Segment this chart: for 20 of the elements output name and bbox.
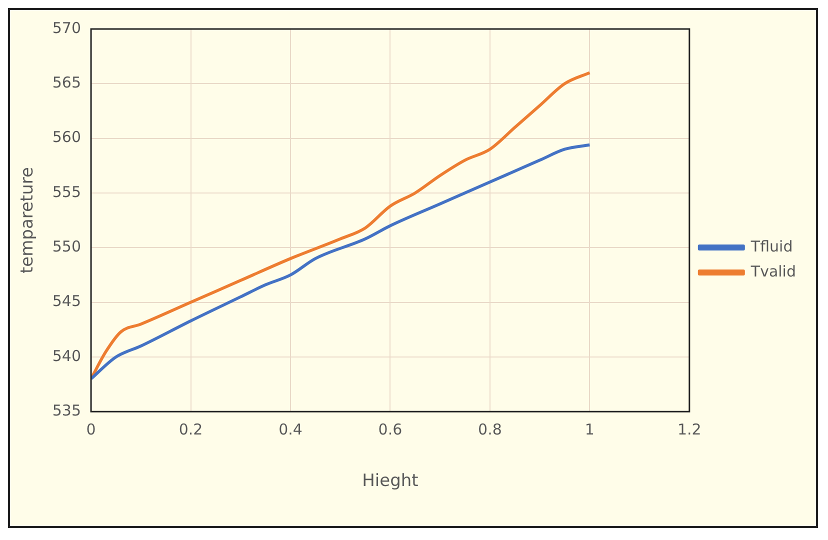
x-tick-label: 0.4 [278,420,302,438]
y-tick-label: 545 [52,292,82,310]
legend-label: Tfluid [750,237,793,256]
line-series [91,143,592,380]
x-tick-label: 1 [584,420,594,438]
y-tick-label: 570 [52,18,82,37]
y-tick-label: 540 [52,346,82,365]
y-tick-label: 555 [52,182,82,201]
y-tick-label: 535 [52,401,82,420]
x-tick-label: 0 [86,420,96,438]
x-tick-label: 0.8 [478,420,502,438]
y-tick-label: 565 [52,74,82,92]
x-axis-title: Hieght [362,471,419,492]
y-tick-label: 560 [52,128,82,146]
x-tick-label: 0.6 [378,420,402,438]
x-tick-label: 0.2 [178,420,203,438]
y-axis-title: tempareture [18,167,38,274]
y-tick-label: 550 [52,238,82,256]
legend-label: Tvalid [750,262,796,280]
x-tick-label: 1.2 [677,420,702,438]
